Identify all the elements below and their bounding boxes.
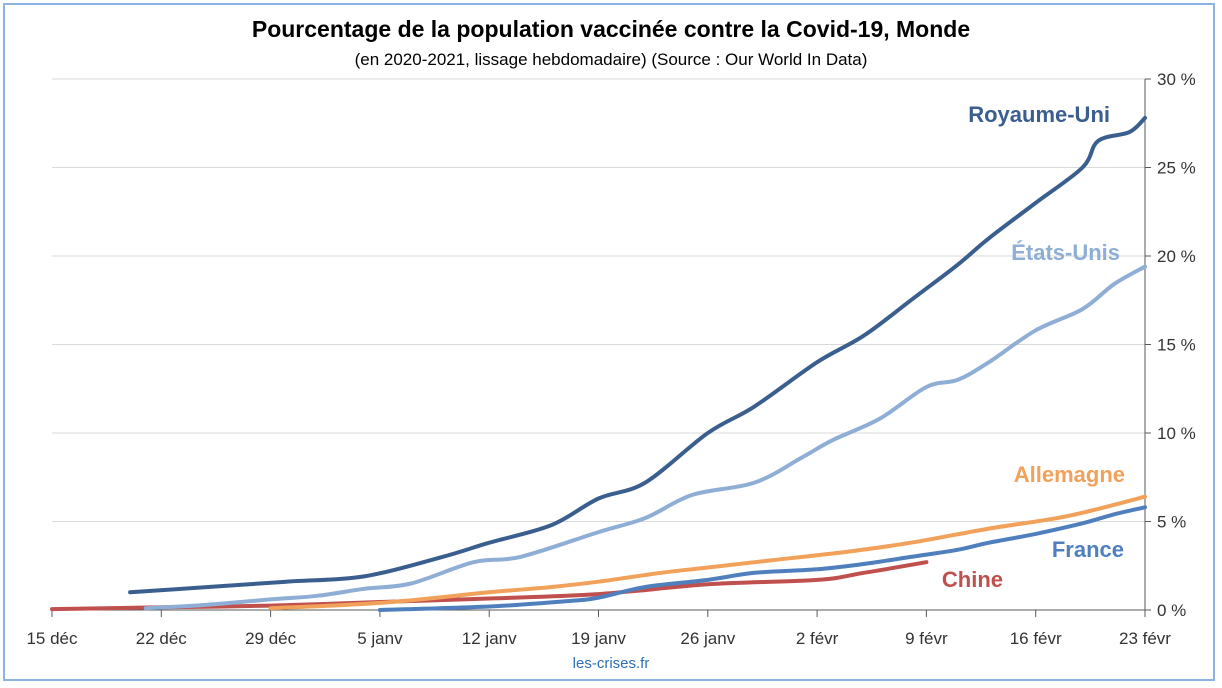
x-tick-label: 9 févr	[905, 629, 948, 648]
x-tick-label: 12 janv	[462, 629, 517, 648]
chart-subtitle: (en 2020-2021, lissage hebdomadaire) (So…	[354, 50, 868, 69]
x-tick-label: 23 févr	[1119, 629, 1171, 648]
axes: 0 % 5 % 10 % 15 % 20 % 25 % 30 % 15 déc 22 déc 29…	[26, 70, 1195, 648]
x-tick-label: 5 janv	[357, 629, 403, 648]
series-labels: Royaume-Uni États-Unis Allemagne France Chin…	[942, 102, 1125, 592]
source-note: les-crises.fr	[572, 655, 650, 672]
y-tick-label: 5 %	[1157, 513, 1186, 532]
grid-lines	[52, 78, 1145, 522]
series-line-royaume-uni	[128, 115, 1147, 595]
chart-frame	[3, 3, 1215, 681]
y-tick-label: 10 %	[1157, 424, 1196, 443]
series-label-royaume-uni: Royaume-Uni	[968, 102, 1110, 127]
y-tick-label: 0 %	[1157, 601, 1186, 620]
series-label-allemagne: Allemagne	[1014, 462, 1125, 487]
x-tick-label: 19 janv	[571, 629, 626, 648]
y-tick-label: 30 %	[1157, 70, 1196, 89]
series-line-etats-unis	[143, 264, 1147, 611]
series-label-france: France	[1052, 537, 1124, 562]
y-tick-label: 15 %	[1157, 336, 1196, 355]
chart-title: Pourcentage de la population vaccinée co…	[251, 16, 971, 42]
y-tick-label: 20 %	[1157, 247, 1196, 266]
series-label-chine: Chine	[942, 567, 1003, 592]
x-tick-label: 16 févr	[1010, 629, 1062, 648]
x-tick-label: 29 déc	[245, 629, 297, 648]
series-label-etats-unis: États-Unis	[1011, 240, 1120, 265]
x-tick-label: 22 déc	[136, 629, 188, 648]
x-tick-label: 15 déc	[26, 629, 78, 648]
series-lines	[50, 115, 1147, 612]
series-line-allemagne	[268, 494, 1147, 611]
y-tick-label: 25 %	[1157, 159, 1196, 178]
x-tick-label: 26 janv	[680, 629, 735, 648]
series-line-france	[377, 505, 1147, 612]
x-tick-label: 2 févr	[796, 629, 839, 648]
